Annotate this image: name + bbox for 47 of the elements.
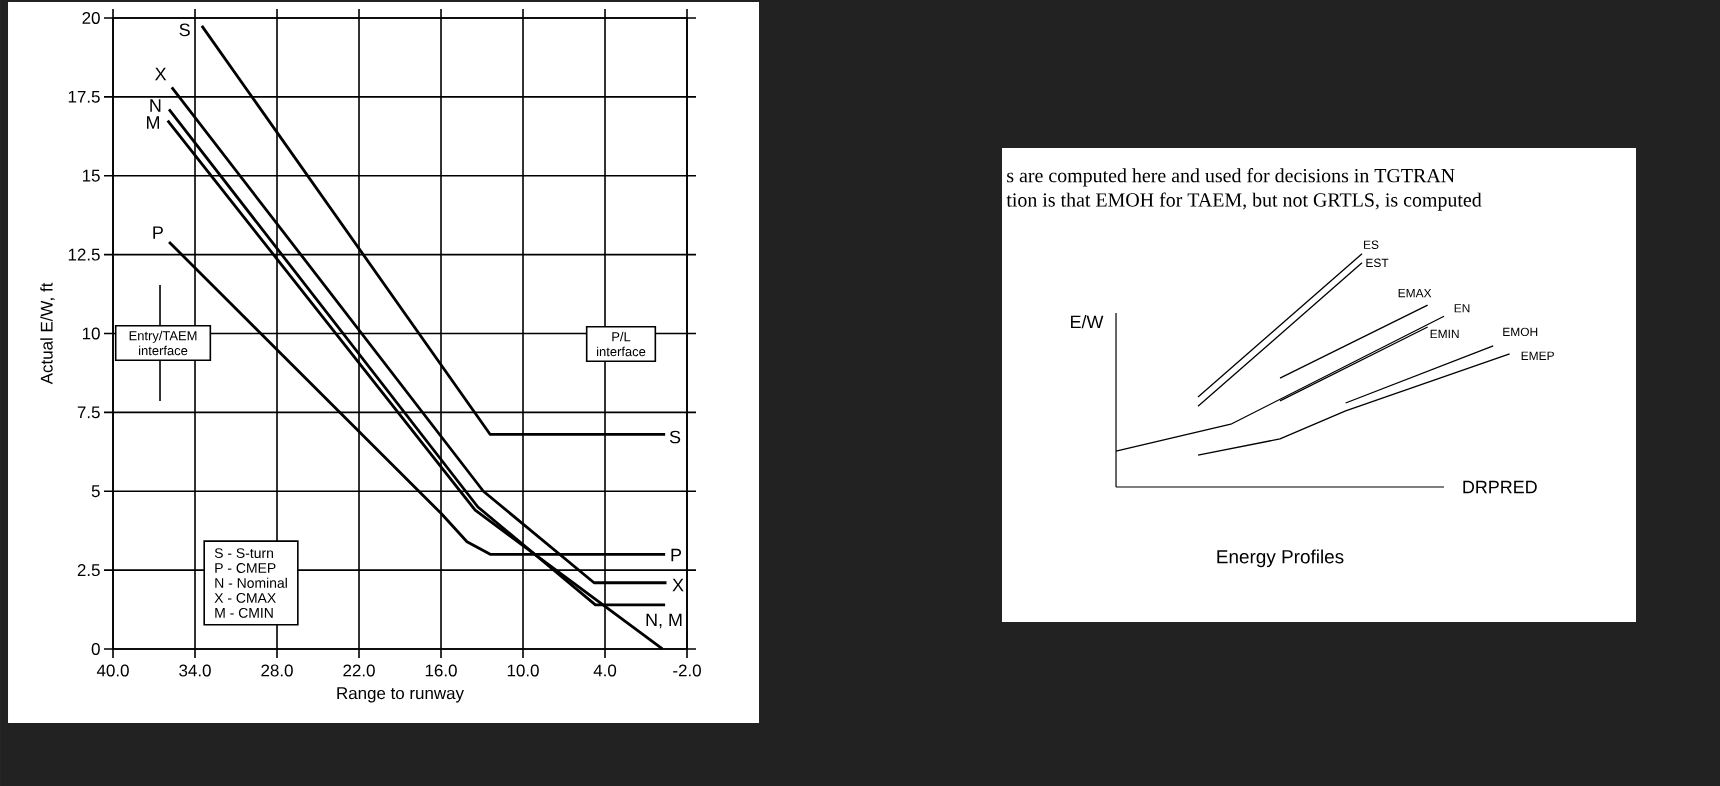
y-tick-label: 2.5	[77, 564, 100, 577]
y-tick-label: 0	[91, 642, 100, 655]
x-tick-label: -2.0	[673, 664, 701, 677]
x-tick-label: 10.0	[507, 664, 539, 677]
annotation: N, M	[646, 613, 682, 629]
series-label: N	[150, 99, 161, 112]
x-tick-label: 16.0	[425, 664, 457, 677]
annotation: X - CMAX	[214, 592, 276, 603]
series-label: ES	[1364, 240, 1379, 249]
y-tick-label: 5	[91, 485, 100, 498]
series-label: X	[155, 67, 167, 81]
annotation: Entry/TAEM interface	[129, 330, 197, 356]
series-label: EST	[1366, 258, 1389, 268]
annotation: P - CMEP	[215, 563, 276, 573]
x-tick-label: 40.0	[96, 664, 129, 677]
series-label: M	[147, 116, 160, 129]
x-tick-label: 28.0	[261, 664, 293, 677]
series-label: P	[153, 226, 163, 239]
y-tick-label: 7.5	[77, 406, 100, 419]
series-label: EN	[1454, 304, 1470, 313]
x-tick-label: 22.0	[343, 664, 375, 677]
y-tick-label: 10	[82, 327, 100, 340]
y-axis-title: E/W	[1071, 315, 1104, 329]
text: tion is that EMOH for TAEM, but not GRTLS, is computed	[1006, 192, 1482, 211]
annotation: M - CMIN	[215, 607, 273, 618]
series-label: EMEP	[1521, 351, 1554, 360]
text: s are computed here and used for decisions in TGTRAN	[1007, 168, 1455, 187]
annotation: S - S-turn	[214, 548, 273, 559]
y-axis-title: Actual E/W, ft	[40, 282, 55, 385]
legend-label: S	[179, 23, 190, 37]
annotation: S	[669, 430, 681, 444]
y-tick-label: 17.5	[68, 90, 100, 103]
y-tick-label: 20	[82, 11, 100, 24]
y-tick-label: 15	[82, 169, 100, 182]
series-label: EMOH	[1503, 327, 1538, 337]
x-axis-title: DRPRED	[1463, 480, 1537, 494]
x-tick-label: 4.0	[593, 664, 617, 677]
x-axis-title: Range to runway	[337, 687, 464, 703]
series-label: EMAX	[1398, 288, 1432, 298]
annotation: P/L interface	[597, 331, 646, 357]
y-tick-label: 12.5	[68, 248, 100, 261]
annotation: N - Nominal	[215, 577, 287, 588]
annotation: P	[671, 548, 682, 562]
x-tick-label: 34.0	[179, 664, 211, 677]
series-label: EMIN	[1430, 329, 1459, 339]
text: Energy Profiles	[1217, 549, 1344, 568]
annotation: X	[672, 578, 684, 592]
